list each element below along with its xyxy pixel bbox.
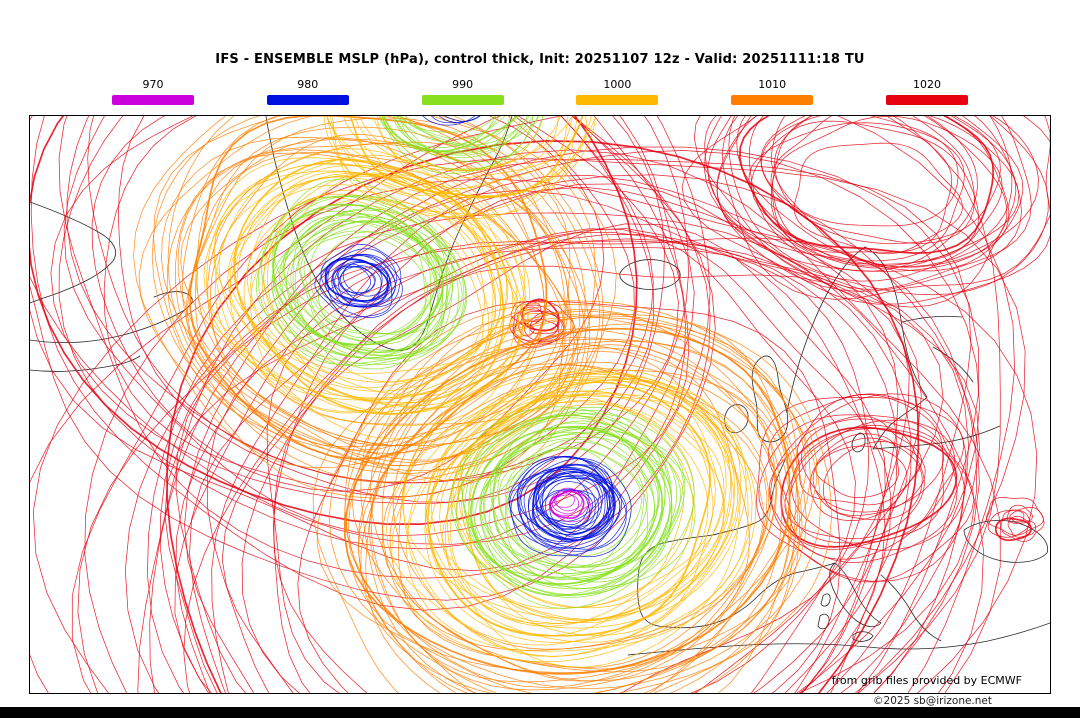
legend-color-bar	[731, 95, 814, 105]
map-canvas: from grib files provided by ECMWF	[29, 115, 1051, 694]
legend-item: 1010	[731, 78, 814, 105]
credit-text: from grib files provided by ECMWF	[831, 674, 1022, 687]
legend-label: 1000	[603, 78, 632, 91]
legend-label: 990	[452, 78, 474, 91]
legend-item: 1020	[885, 78, 968, 105]
legend-item: 980	[266, 78, 349, 105]
legend-color-bar	[576, 95, 659, 105]
legend-color-bar	[885, 95, 968, 105]
chart-title: IFS - ENSEMBLE MSLP (hPa), control thick…	[215, 52, 865, 67]
legend-label: 1020	[912, 78, 941, 91]
legend-item: 1000	[576, 78, 659, 105]
legend: 970 980 990 1000 1010 1020	[112, 78, 968, 105]
legend-color-bar	[112, 95, 194, 105]
legend-color-bar	[421, 95, 504, 105]
bottom-bar	[0, 707, 1080, 718]
copyright-text: ©2025 sb@irizone.net	[873, 695, 992, 707]
legend-item: 970	[112, 78, 194, 105]
legend-item: 990	[421, 78, 504, 105]
legend-label: 980	[297, 78, 319, 91]
pressure-map-svg	[30, 116, 1050, 693]
legend-color-bar	[266, 95, 349, 105]
legend-label: 1010	[758, 78, 787, 91]
legend-label: 970	[142, 78, 164, 91]
